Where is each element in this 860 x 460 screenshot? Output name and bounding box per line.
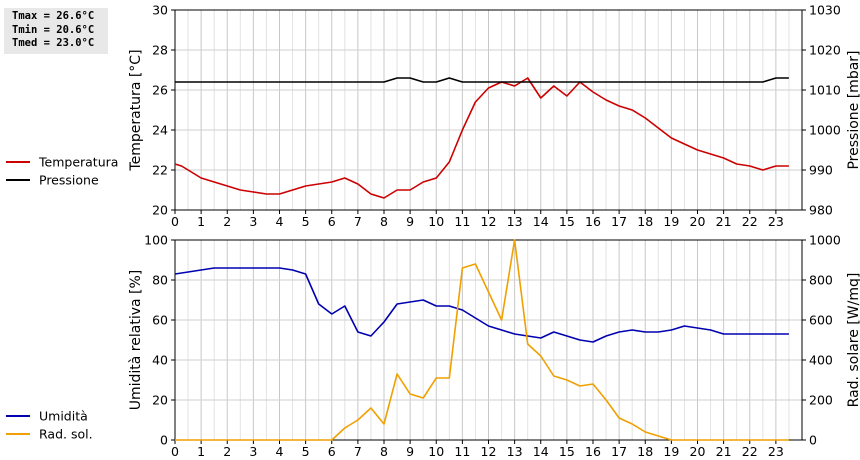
chart-panel-2: 0 1 2 3 4 5 6 7 8 9 10 11 12 13 14 15 16 17 18 19 20 21 22 2302… bbox=[6, 233, 860, 459]
x-tick-label: 19 bbox=[663, 444, 679, 459]
x-tick-label: 15 bbox=[559, 444, 575, 459]
left-axis-label: Temperatura [°C] bbox=[128, 49, 144, 171]
x-tick-label: 14 bbox=[533, 444, 549, 459]
right-tick-label: 1000 bbox=[809, 123, 841, 138]
x-tick-label: 15 bbox=[559, 214, 575, 229]
x-tick-label: 23 bbox=[768, 444, 784, 459]
x-tick-label: 12 bbox=[481, 214, 497, 229]
x-tick-label: 14 bbox=[533, 214, 549, 229]
x-tick-label: 8 bbox=[380, 214, 388, 229]
x-tick-label: 18 bbox=[637, 214, 653, 229]
right-axis-label: Rad. solare [W/mq] bbox=[846, 273, 860, 408]
x-tick-label: 22 bbox=[742, 214, 758, 229]
left-tick-label: 20 bbox=[152, 393, 168, 408]
x-tick-label: 17 bbox=[611, 214, 627, 229]
series-line-pressione bbox=[175, 77, 789, 83]
x-tick-label: 5 bbox=[302, 444, 310, 459]
x-tick-label: 0 bbox=[171, 214, 179, 229]
series-line-temperatura bbox=[174, 77, 789, 199]
chart-panel-1: 0 1 2 3 4 5 6 7 8 9 10 11 12 13 14 15 16 17 18 19 20 21 22 2320… bbox=[6, 3, 860, 229]
x-tick-label: 2 bbox=[223, 444, 231, 459]
right-tick-label: 1000 bbox=[809, 233, 841, 248]
right-tick-label: 1030 bbox=[809, 3, 841, 18]
series-line-rad-sol- bbox=[175, 239, 789, 441]
legend-label: Umidità bbox=[39, 409, 88, 424]
left-tick-label: 24 bbox=[152, 123, 168, 138]
x-tick-label: 0 bbox=[171, 444, 179, 459]
x-tick-label: 7 bbox=[354, 214, 362, 229]
x-tick-label: 10 bbox=[428, 214, 444, 229]
x-tick-label: 8 bbox=[380, 444, 388, 459]
x-tick-label: 20 bbox=[690, 214, 706, 229]
legend-label: Rad. sol. bbox=[39, 427, 93, 442]
x-tick-label: 12 bbox=[481, 444, 497, 459]
legend-label: Temperatura bbox=[38, 155, 118, 170]
right-tick-label: 980 bbox=[809, 203, 833, 218]
left-tick-label: 0 bbox=[160, 433, 168, 448]
x-tick-label: 9 bbox=[406, 214, 414, 229]
right-axis-label: Pressione [mbar] bbox=[846, 50, 860, 169]
right-tick-label: 1010 bbox=[809, 83, 841, 98]
x-tick-label: 19 bbox=[663, 214, 679, 229]
stats-box: Tmax = 26.6°C Tmin = 20.6°C Tmed = 23.0°… bbox=[4, 8, 108, 54]
x-tick-label: 21 bbox=[716, 444, 732, 459]
left-axis-label: Umidità relativa [%] bbox=[128, 270, 144, 411]
left-tick-label: 40 bbox=[152, 353, 168, 368]
tmed-text: Tmed = 23.0°C bbox=[12, 37, 95, 49]
x-tick-label: 6 bbox=[328, 444, 336, 459]
x-tick-label: 4 bbox=[276, 444, 284, 459]
x-tick-label: 5 bbox=[302, 214, 310, 229]
x-tick-label: 10 bbox=[428, 444, 444, 459]
series-line-umidit- bbox=[174, 267, 789, 343]
right-tick-label: 200 bbox=[809, 393, 833, 408]
x-tick-label: 22 bbox=[742, 444, 758, 459]
left-tick-label: 60 bbox=[152, 313, 168, 328]
left-tick-label: 100 bbox=[144, 233, 168, 248]
x-tick-label: 7 bbox=[354, 444, 362, 459]
x-tick-label: 6 bbox=[328, 214, 336, 229]
x-tick-label: 1 bbox=[197, 444, 205, 459]
x-tick-label: 1 bbox=[197, 214, 205, 229]
legend-label: Pressione bbox=[39, 173, 99, 188]
x-tick-label: 18 bbox=[637, 444, 653, 459]
x-tick-label: 4 bbox=[276, 214, 284, 229]
x-tick-label: 3 bbox=[249, 214, 257, 229]
left-tick-label: 26 bbox=[152, 83, 168, 98]
x-tick-label: 16 bbox=[585, 444, 601, 459]
x-tick-label: 16 bbox=[585, 214, 601, 229]
left-tick-label: 20 bbox=[152, 203, 168, 218]
right-tick-label: 1020 bbox=[809, 43, 841, 58]
right-tick-label: 990 bbox=[809, 163, 833, 178]
left-tick-label: 28 bbox=[152, 43, 168, 58]
x-tick-label: 3 bbox=[249, 444, 257, 459]
x-tick-label: 11 bbox=[454, 214, 470, 229]
x-tick-label: 20 bbox=[690, 444, 706, 459]
x-tick-label: 17 bbox=[611, 444, 627, 459]
left-tick-label: 22 bbox=[152, 163, 168, 178]
right-tick-label: 400 bbox=[809, 353, 833, 368]
x-tick-label: 2 bbox=[223, 214, 231, 229]
x-tick-label: 11 bbox=[454, 444, 470, 459]
left-tick-label: 30 bbox=[152, 3, 168, 18]
right-tick-label: 0 bbox=[809, 433, 817, 448]
right-tick-label: 600 bbox=[809, 313, 833, 328]
x-tick-label: 21 bbox=[716, 214, 732, 229]
x-tick-label: 13 bbox=[507, 214, 523, 229]
x-tick-label: 13 bbox=[507, 444, 523, 459]
x-tick-label: 9 bbox=[406, 444, 414, 459]
right-tick-label: 800 bbox=[809, 273, 833, 288]
left-tick-label: 80 bbox=[152, 273, 168, 288]
tmin-text: Tmin = 20.6°C bbox=[12, 23, 95, 36]
x-tick-label: 23 bbox=[768, 214, 784, 229]
tmax-text: Tmax = 26.6°C bbox=[12, 10, 95, 22]
